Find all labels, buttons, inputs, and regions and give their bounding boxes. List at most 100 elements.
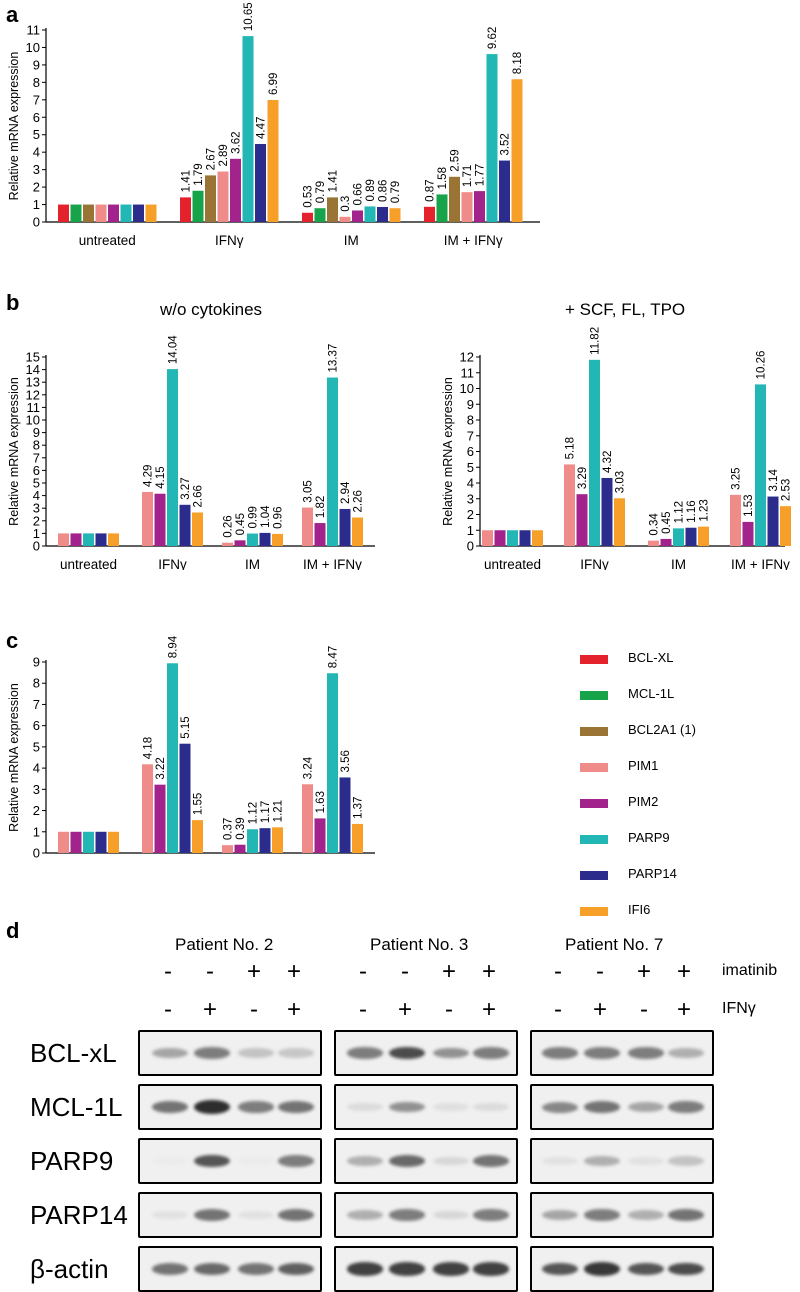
y-tick-label: 6 — [467, 444, 474, 459]
treatment-sign: - — [640, 996, 648, 1023]
y-tick-label: 1 — [467, 523, 474, 538]
bar — [494, 530, 506, 546]
bar — [339, 777, 351, 853]
blot-box — [334, 1246, 518, 1292]
y-tick-label: 3 — [467, 491, 474, 506]
bar — [58, 204, 69, 222]
blot-band — [278, 1101, 314, 1113]
category-label: IM — [245, 864, 260, 865]
blot-band — [542, 1101, 578, 1113]
bar — [247, 829, 258, 853]
bar — [83, 831, 94, 853]
bar — [377, 206, 388, 222]
blot-band — [628, 1262, 664, 1276]
blot-band — [347, 1262, 383, 1276]
bar — [742, 521, 754, 546]
data-label: 2.89 — [218, 144, 230, 166]
bar — [364, 206, 376, 222]
y-tick-label: 8 — [33, 75, 40, 90]
data-label: 0.53 — [303, 185, 315, 207]
bar — [70, 831, 82, 853]
data-label: 3.05 — [303, 480, 315, 502]
data-label: 0.45 — [235, 513, 247, 535]
category-label: untreated — [79, 233, 136, 248]
bar — [108, 533, 119, 546]
bar — [482, 530, 493, 546]
blot-band — [152, 1263, 188, 1275]
y-axis-label: Relative mRNA expression — [441, 377, 455, 526]
data-label: 3.56 — [340, 750, 352, 772]
blot-band — [473, 1209, 509, 1221]
category-label: untreated — [60, 864, 117, 865]
legend-label: PARP9 — [628, 830, 670, 845]
data-label: 13.37 — [328, 344, 340, 373]
blot-band — [668, 1209, 704, 1221]
blot-band — [347, 1210, 383, 1220]
panel-b-left-title: w/o cytokines — [160, 300, 263, 319]
protein-label-parp14: PARP14 — [30, 1200, 128, 1230]
bar — [179, 504, 191, 546]
bar — [95, 831, 107, 853]
bar — [314, 523, 326, 546]
legend-label: BCL2A1 (1) — [628, 722, 696, 737]
y-tick-label: 3 — [33, 782, 40, 797]
treatment-sign: - — [206, 958, 214, 985]
patient-title-3: Patient No. 3 — [370, 935, 469, 954]
blot-band — [433, 1156, 469, 1166]
y-axis-label: Relative mRNA expression — [7, 377, 21, 526]
blot-band — [278, 1155, 314, 1167]
data-label: 0.37 — [223, 818, 235, 840]
bar — [242, 36, 254, 222]
bar — [352, 823, 363, 853]
bar — [685, 527, 697, 546]
bar — [108, 204, 119, 222]
blot-band — [584, 1156, 620, 1166]
data-label: 3.25 — [731, 467, 743, 489]
treatment-sign: - — [164, 958, 172, 985]
y-tick-label: 5 — [33, 127, 40, 142]
y-tick-label: 6 — [33, 463, 40, 478]
bar — [601, 477, 613, 546]
bar — [589, 359, 600, 546]
bar — [222, 542, 233, 546]
legend-swatch — [580, 655, 608, 664]
treatment-sign: + — [397, 996, 412, 1023]
blot-box — [138, 1030, 322, 1076]
bar — [179, 743, 191, 853]
bar — [730, 494, 741, 546]
bar — [449, 176, 460, 222]
y-tick-label: 7 — [33, 92, 40, 107]
legend-swatch — [580, 727, 608, 736]
ifn-label: IFNγ — [722, 1000, 756, 1017]
legend-label: PIM1 — [628, 758, 659, 773]
treatment-sign: - — [250, 996, 258, 1023]
data-label: 1.53 — [743, 495, 755, 517]
blot-box — [530, 1030, 714, 1076]
y-tick-label: 4 — [467, 476, 474, 491]
bar — [302, 507, 313, 546]
protein-label-mcl-1l: MCL-1L — [30, 1092, 123, 1122]
blot-band — [238, 1263, 274, 1275]
data-label: 1.77 — [475, 164, 487, 186]
blot-band — [473, 1047, 509, 1059]
bar — [83, 204, 94, 222]
legend-swatch — [580, 907, 608, 916]
treatment-sign: - — [596, 958, 604, 985]
bar — [272, 533, 283, 546]
blot-band — [238, 1048, 274, 1058]
legend-label: MCL-1L — [628, 686, 675, 701]
bar — [314, 208, 326, 222]
y-tick-label: 10 — [26, 413, 40, 428]
treatment-sign: + — [481, 996, 496, 1023]
treatment-sign: - — [554, 958, 562, 985]
bar — [120, 204, 132, 222]
bar — [108, 831, 119, 853]
panel-letter-c: c — [6, 628, 19, 653]
treatment-sign: - — [359, 958, 367, 985]
category-label: IM — [344, 233, 359, 248]
blot-box — [138, 1084, 322, 1130]
data-label: 1.37 — [353, 797, 365, 819]
blot-band — [473, 1102, 509, 1112]
data-label: 1.16 — [686, 500, 698, 522]
treatment-sign: + — [286, 996, 301, 1023]
